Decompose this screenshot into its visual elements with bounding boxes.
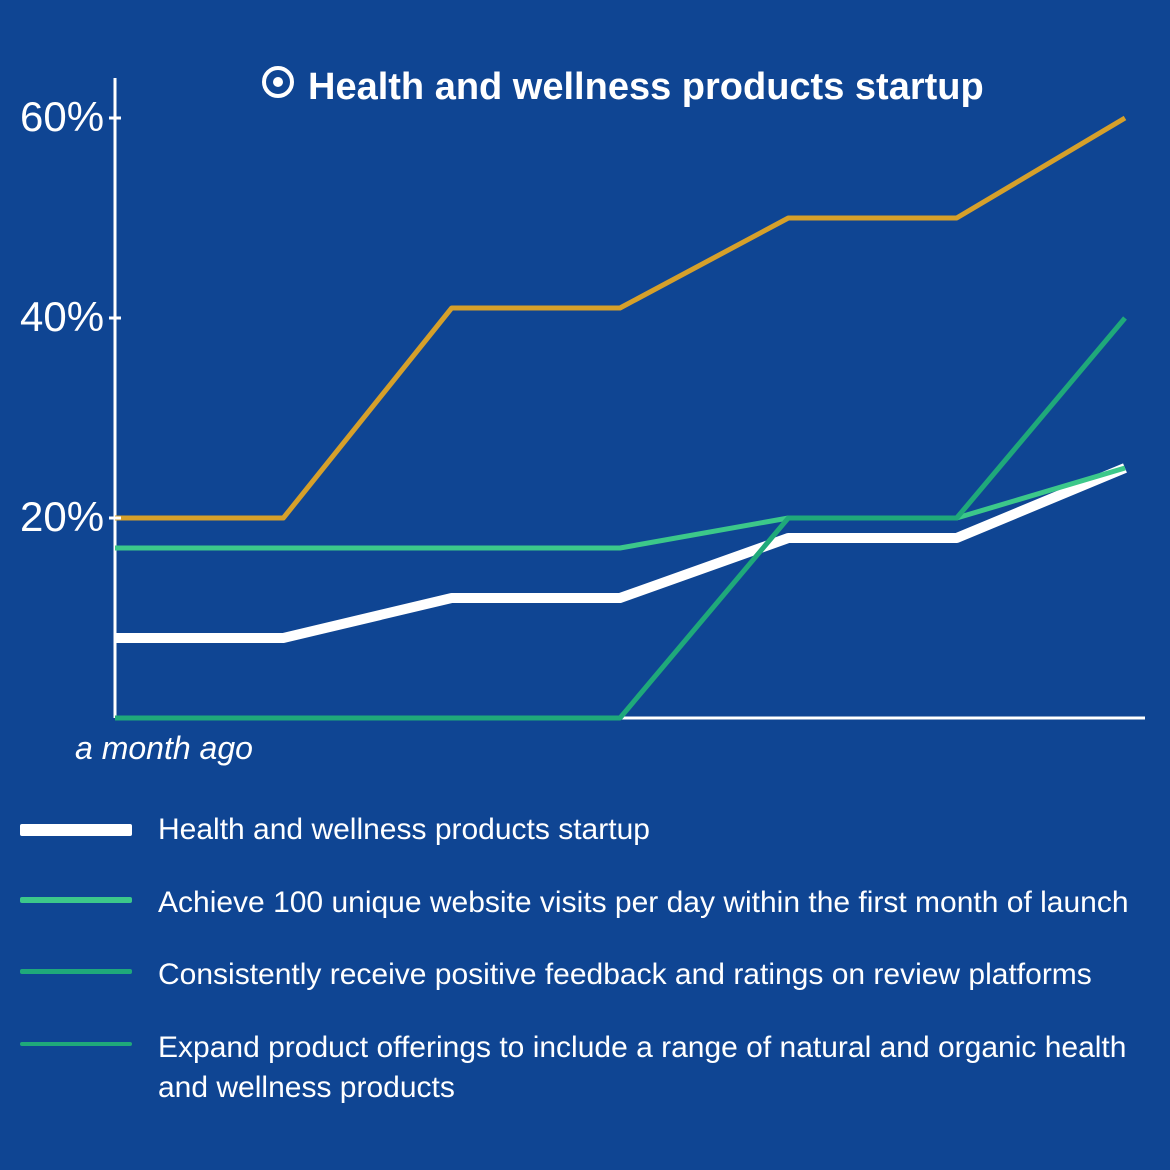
legend-swatch xyxy=(20,824,132,836)
legend-item-startup: Health and wellness products startup xyxy=(20,810,1140,851)
legend-label: Health and wellness products startup xyxy=(158,810,1140,851)
chart-plot xyxy=(95,78,1145,738)
legend-item-visits: Achieve 100 unique website visits per da… xyxy=(20,883,1140,924)
legend-label: Expand product offerings to include a ra… xyxy=(158,1028,1140,1109)
legend-swatch xyxy=(20,1042,132,1046)
legend-item-offerings: Expand product offerings to include a ra… xyxy=(20,1028,1140,1109)
y-tick-label: 20% xyxy=(20,493,104,541)
chart-canvas: Health and wellness products startup 20%… xyxy=(0,0,1170,1170)
x-axis-label: a month ago xyxy=(75,730,253,767)
legend-item-feedback: Consistently receive positive feedback a… xyxy=(20,955,1140,996)
legend-label: Achieve 100 unique website visits per da… xyxy=(158,883,1140,924)
y-tick-label: 60% xyxy=(20,93,104,141)
legend-label: Consistently receive positive feedback a… xyxy=(158,955,1140,996)
series-line-offerings xyxy=(115,118,1125,518)
y-tick-label: 40% xyxy=(20,293,104,341)
legend-swatch xyxy=(20,969,132,974)
legend-swatch xyxy=(20,897,132,903)
series-line-startup xyxy=(115,468,1125,638)
chart-legend: Health and wellness products startup Achi… xyxy=(20,810,1140,1109)
